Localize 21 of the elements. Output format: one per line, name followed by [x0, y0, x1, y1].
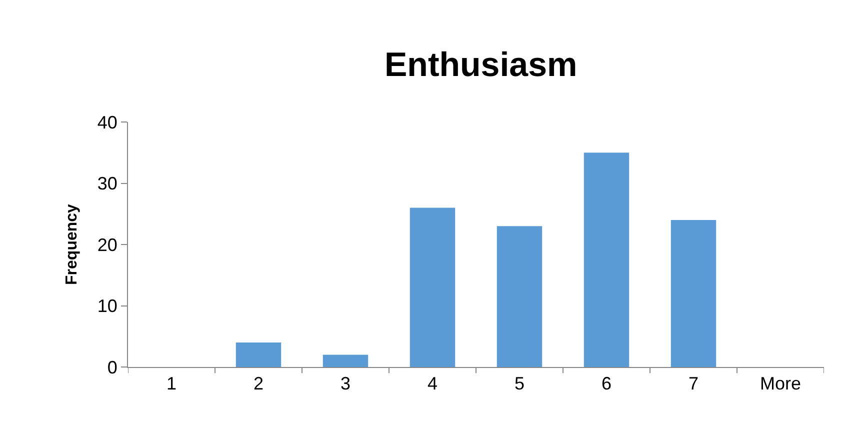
y-axis-title: Frequency	[63, 204, 80, 285]
x-tick-label: 4	[427, 374, 438, 394]
x-tick-label: More	[760, 374, 802, 394]
bar	[584, 152, 630, 367]
x-tick-label: 7	[688, 374, 699, 394]
y-tick-label: 20	[97, 234, 118, 255]
bar	[322, 354, 368, 367]
x-tick-label: 6	[601, 374, 612, 394]
x-tick-label: 3	[340, 374, 351, 394]
y-tick-label: 30	[97, 174, 118, 194]
bar	[670, 220, 716, 367]
y-tick-label: 40	[97, 112, 118, 132]
bar	[496, 226, 542, 367]
x-tick-label: 1	[166, 374, 177, 394]
y-tick-label: 10	[97, 296, 118, 316]
y-tick-label: 0	[107, 357, 118, 378]
bar	[236, 342, 282, 367]
bar	[410, 208, 456, 367]
chart-title: Enthusiasm	[384, 46, 578, 84]
x-tick-label: 2	[253, 374, 264, 394]
x-tick-label: 5	[514, 374, 525, 394]
